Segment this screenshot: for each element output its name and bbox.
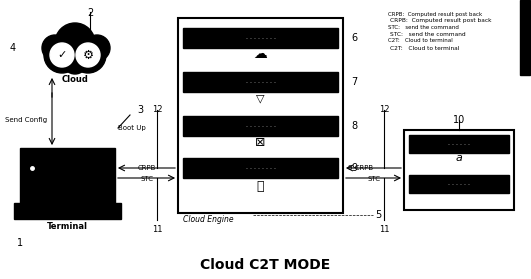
Text: · · · · · · · ·: · · · · · · · ·: [245, 124, 276, 129]
Text: CRPB:  Computed result post back: CRPB: Computed result post back: [388, 12, 482, 17]
Bar: [520, 0, 530, 75]
Circle shape: [76, 43, 100, 67]
Text: 9: 9: [351, 163, 357, 173]
Text: ▽: ▽: [256, 93, 265, 103]
Text: 12: 12: [379, 105, 389, 114]
Text: 8: 8: [351, 121, 357, 131]
Circle shape: [55, 23, 95, 63]
Text: ☁: ☁: [254, 47, 268, 61]
Bar: [521, 5, 529, 70]
Text: CRPB:  Computed result post back: CRPB: Computed result post back: [390, 18, 492, 23]
Bar: [20, 148, 115, 203]
Text: C2T:   Cloud to terminal: C2T: Cloud to terminal: [390, 46, 459, 51]
Text: Send Config: Send Config: [5, 117, 47, 123]
Text: ⎘: ⎘: [257, 179, 264, 193]
Text: ⚙: ⚙: [82, 49, 93, 61]
Circle shape: [70, 37, 106, 73]
Circle shape: [44, 37, 80, 73]
Text: ⊠: ⊠: [255, 136, 266, 148]
Text: 6: 6: [351, 33, 357, 43]
Text: 2: 2: [87, 8, 93, 18]
Text: STC: STC: [141, 176, 153, 182]
Text: a: a: [456, 153, 463, 163]
Bar: [183, 116, 338, 136]
Text: STC:   send the command: STC: send the command: [388, 25, 459, 30]
Bar: [183, 28, 338, 48]
Circle shape: [63, 50, 87, 74]
Text: 11: 11: [152, 225, 162, 234]
Text: 5: 5: [375, 210, 381, 220]
Bar: [183, 72, 338, 92]
Text: · · · · · · · ·: · · · · · · · ·: [245, 35, 276, 40]
Text: 12: 12: [152, 105, 162, 114]
Text: C2T:   Cloud to terminal: C2T: Cloud to terminal: [388, 38, 453, 43]
Bar: [409, 135, 509, 153]
Text: 3: 3: [137, 105, 143, 115]
Text: Terminal: Terminal: [47, 222, 88, 231]
Circle shape: [42, 35, 68, 61]
Text: STC:   send the command: STC: send the command: [390, 32, 466, 37]
Bar: [14, 203, 121, 219]
Text: · · · · · ·: · · · · · ·: [448, 182, 470, 186]
Text: · · · · · · · ·: · · · · · · · ·: [245, 165, 276, 170]
Bar: [183, 158, 338, 178]
Bar: [409, 175, 509, 193]
Text: Cloud C2T MODE: Cloud C2T MODE: [200, 258, 330, 272]
Circle shape: [50, 43, 74, 67]
Text: · · · · · · · ·: · · · · · · · ·: [245, 80, 276, 85]
Text: 7: 7: [351, 77, 357, 87]
Text: 11: 11: [379, 225, 389, 234]
Text: Cloud Engine: Cloud Engine: [183, 215, 234, 224]
Text: 9 CRPB: 9 CRPB: [348, 165, 373, 171]
Text: Boot Up: Boot Up: [118, 125, 145, 131]
Text: Cloud: Cloud: [62, 75, 89, 84]
Circle shape: [84, 35, 110, 61]
Text: STC: STC: [367, 176, 381, 182]
Text: ✓: ✓: [57, 50, 67, 60]
Bar: [404, 130, 514, 210]
Text: 1: 1: [17, 238, 23, 248]
Text: 10: 10: [453, 115, 465, 125]
Text: 4: 4: [10, 43, 16, 53]
Text: CRPB: CRPB: [138, 165, 156, 171]
Bar: [178, 18, 343, 213]
Text: · · · · · ·: · · · · · ·: [448, 141, 470, 146]
